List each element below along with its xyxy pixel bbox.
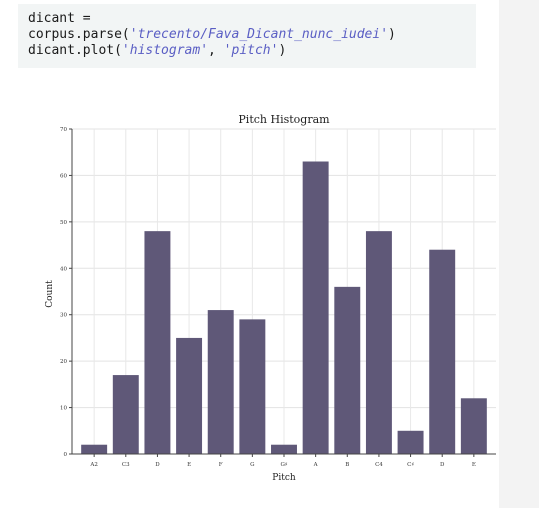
x-tick-labels: A2 C3 D E F G G♯ A B C4 C♯ D E xyxy=(89,461,475,468)
x-tick-label: C4 xyxy=(375,462,383,468)
bar xyxy=(112,375,139,454)
code-text: ) xyxy=(278,43,287,58)
code-string: 'pitch' xyxy=(223,43,279,58)
code-cell[interactable]: dicant = corpus.parse('trecento/Fava_Dic… xyxy=(18,4,476,68)
bar xyxy=(239,319,266,454)
code-text: ) xyxy=(388,27,396,42)
bar xyxy=(429,249,456,454)
x-tick-label: A xyxy=(313,462,319,468)
x-tick-label: B xyxy=(345,462,349,468)
bar xyxy=(365,231,392,454)
bar xyxy=(271,444,297,454)
x-tick-label: G xyxy=(250,462,254,468)
code-text: dicant.plot( xyxy=(28,43,122,58)
bars xyxy=(81,161,487,454)
code-text: , xyxy=(208,43,224,58)
x-axis-label: Pitch xyxy=(272,473,296,483)
x-tick-label: E xyxy=(187,462,191,468)
code-string: 'trecento/Fava_Dicant_nunc_iudei' xyxy=(129,27,389,42)
y-tick-label: 70 xyxy=(60,127,67,133)
bar xyxy=(460,398,487,454)
x-tick-label: F xyxy=(219,462,223,468)
pitch-histogram-chart: 0 10 20 30 40 50 60 70 A2 C3 D E F G G♯ A B C4 C♯ D E Pitch… xyxy=(45,113,496,483)
x-tick-label: D xyxy=(440,462,445,468)
x-tick-label: D xyxy=(155,462,160,468)
x-tick-label: A2 xyxy=(89,462,97,468)
bar xyxy=(207,310,234,454)
y-axis-label: Count xyxy=(45,280,55,308)
axes xyxy=(69,128,496,457)
code-text: corpus.parse( xyxy=(28,27,130,42)
code-line-2: corpus.parse('trecento/Fava_Dicant_nunc_… xyxy=(28,27,396,42)
y-tick-label: 60 xyxy=(60,173,67,179)
bar xyxy=(176,337,203,454)
y-tick-labels: 0 10 20 30 40 50 60 70 xyxy=(60,127,68,458)
code-line-1: dicant = xyxy=(28,11,91,26)
x-tick-label: G♯ xyxy=(280,461,287,468)
bar xyxy=(81,444,108,454)
x-tick-label: E xyxy=(472,462,476,468)
y-tick-label: 10 xyxy=(60,406,67,412)
y-tick-label: 0 xyxy=(64,452,68,458)
bar xyxy=(397,430,424,454)
y-tick-label: 20 xyxy=(60,359,67,365)
x-tick-label: C3 xyxy=(122,462,130,468)
cell-output: 0 10 20 30 40 50 60 70 A2 C3 D E F G G♯ A B C4 C♯ D E Pitch… xyxy=(40,104,496,488)
x-tick-label: C♯ xyxy=(407,461,414,468)
code-string: 'histogram' xyxy=(121,43,209,58)
y-tick-label: 30 xyxy=(60,313,67,319)
bar xyxy=(334,286,361,454)
chart-title: Pitch Histogram xyxy=(238,113,330,126)
code-line-3: dicant.plot('histogram', 'pitch') xyxy=(28,43,286,58)
bar xyxy=(302,161,329,454)
y-tick-label: 50 xyxy=(60,220,67,226)
right-gutter xyxy=(499,0,539,508)
y-tick-label: 40 xyxy=(60,266,67,272)
bar xyxy=(144,231,171,454)
